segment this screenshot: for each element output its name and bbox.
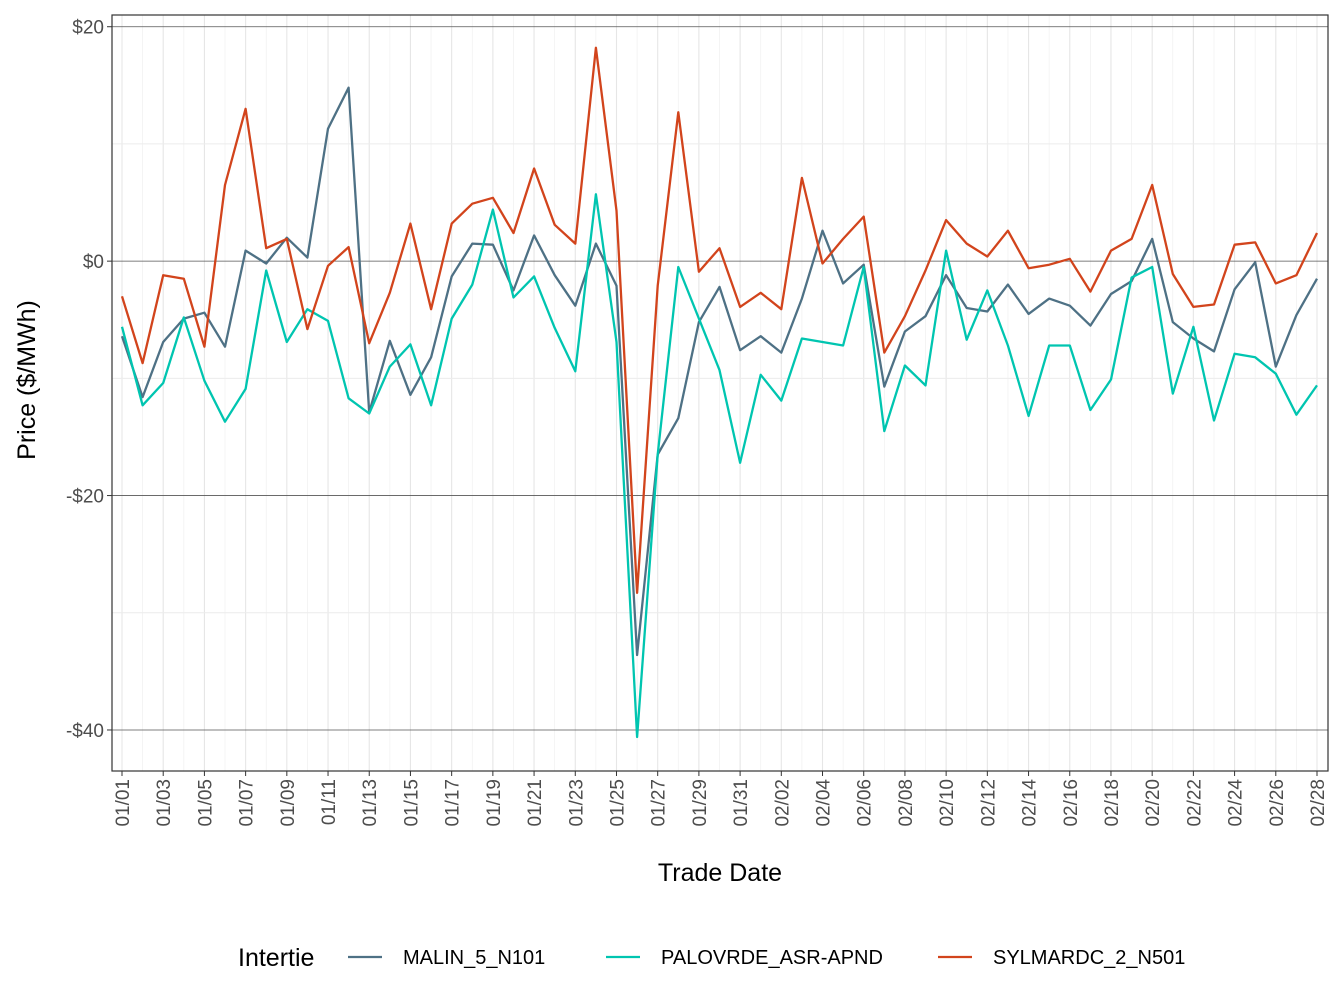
x-tick-label: 01/23 (566, 779, 587, 827)
x-tick-label: 02/22 (1184, 779, 1205, 827)
x-tick-label: 01/25 (607, 779, 628, 827)
x-tick-label: 01/03 (154, 779, 175, 827)
x-tick-label: 01/05 (195, 779, 216, 827)
x-axis: 01/01 01/03 01/05 01/07 01/09 01/11 01/13 01/15… (113, 771, 1329, 827)
y-tick-label: -$40 (66, 721, 104, 742)
series-lines (120, 46, 1319, 739)
x-tick-label: 01/19 (484, 779, 505, 827)
y-tick-label: $0 (83, 252, 104, 273)
x-tick-label: 01/13 (360, 779, 381, 827)
x-tick-label: 02/12 (978, 779, 999, 827)
x-tick-label: 02/20 (1143, 779, 1164, 827)
x-tick-label: 01/29 (690, 779, 711, 827)
legend-label: MALIN_5_N101 (403, 947, 545, 969)
y-tick-label: $20 (72, 18, 104, 39)
legend-title: Intertie (238, 944, 314, 972)
x-tick-label: 01/21 (525, 779, 546, 827)
x-tick-label: 02/26 (1267, 779, 1288, 827)
x-tick-label: 02/24 (1226, 779, 1247, 827)
series-line-sylmardc_2_n501 (120, 46, 1319, 594)
x-tick-label: 01/07 (237, 779, 258, 827)
plot-panel-border (111, 14, 1329, 772)
minor-gridlines (112, 15, 1328, 771)
x-tick-label: 02/08 (896, 779, 917, 827)
x-tick-label: 01/01 (113, 779, 134, 827)
x-tick-label: 02/28 (1308, 779, 1329, 827)
legend-label: SYLMARDC_2_N501 (993, 947, 1185, 969)
x-tick-label: 01/17 (443, 779, 464, 827)
y-axis: $20 $0 -$20 -$40 (66, 18, 112, 742)
y-axis-title: Price ($/MWh) (13, 300, 41, 460)
x-tick-label: 02/10 (937, 779, 958, 827)
major-gridlines (112, 26, 1328, 731)
legend-label: PALOVRDE_ASR-APND (661, 947, 883, 969)
x-tick-label: 01/15 (401, 779, 422, 827)
x-tick-label: 01/09 (278, 779, 299, 827)
y-tick-label: -$20 (66, 487, 104, 508)
x-tick-label: 02/14 (1020, 779, 1041, 827)
x-tick-label: 02/16 (1061, 779, 1082, 827)
x-axis-title: Trade Date (658, 859, 782, 887)
x-tick-label: 02/04 (814, 779, 835, 827)
x-tick-label: 01/31 (731, 779, 752, 827)
x-tick-label: 01/11 (319, 779, 340, 825)
legend: Intertie MALIN_5_N101 PALOVRDE_ASR-APND SY… (238, 944, 1185, 972)
series-line-palovrde_asr-apnd (120, 193, 1318, 739)
x-tick-label: 02/06 (855, 779, 876, 827)
series-line-malin_5_n101 (120, 86, 1319, 657)
x-tick-label: 02/02 (772, 779, 793, 827)
x-tick-label: 01/27 (649, 779, 670, 827)
x-tick-label: 02/18 (1102, 779, 1123, 827)
